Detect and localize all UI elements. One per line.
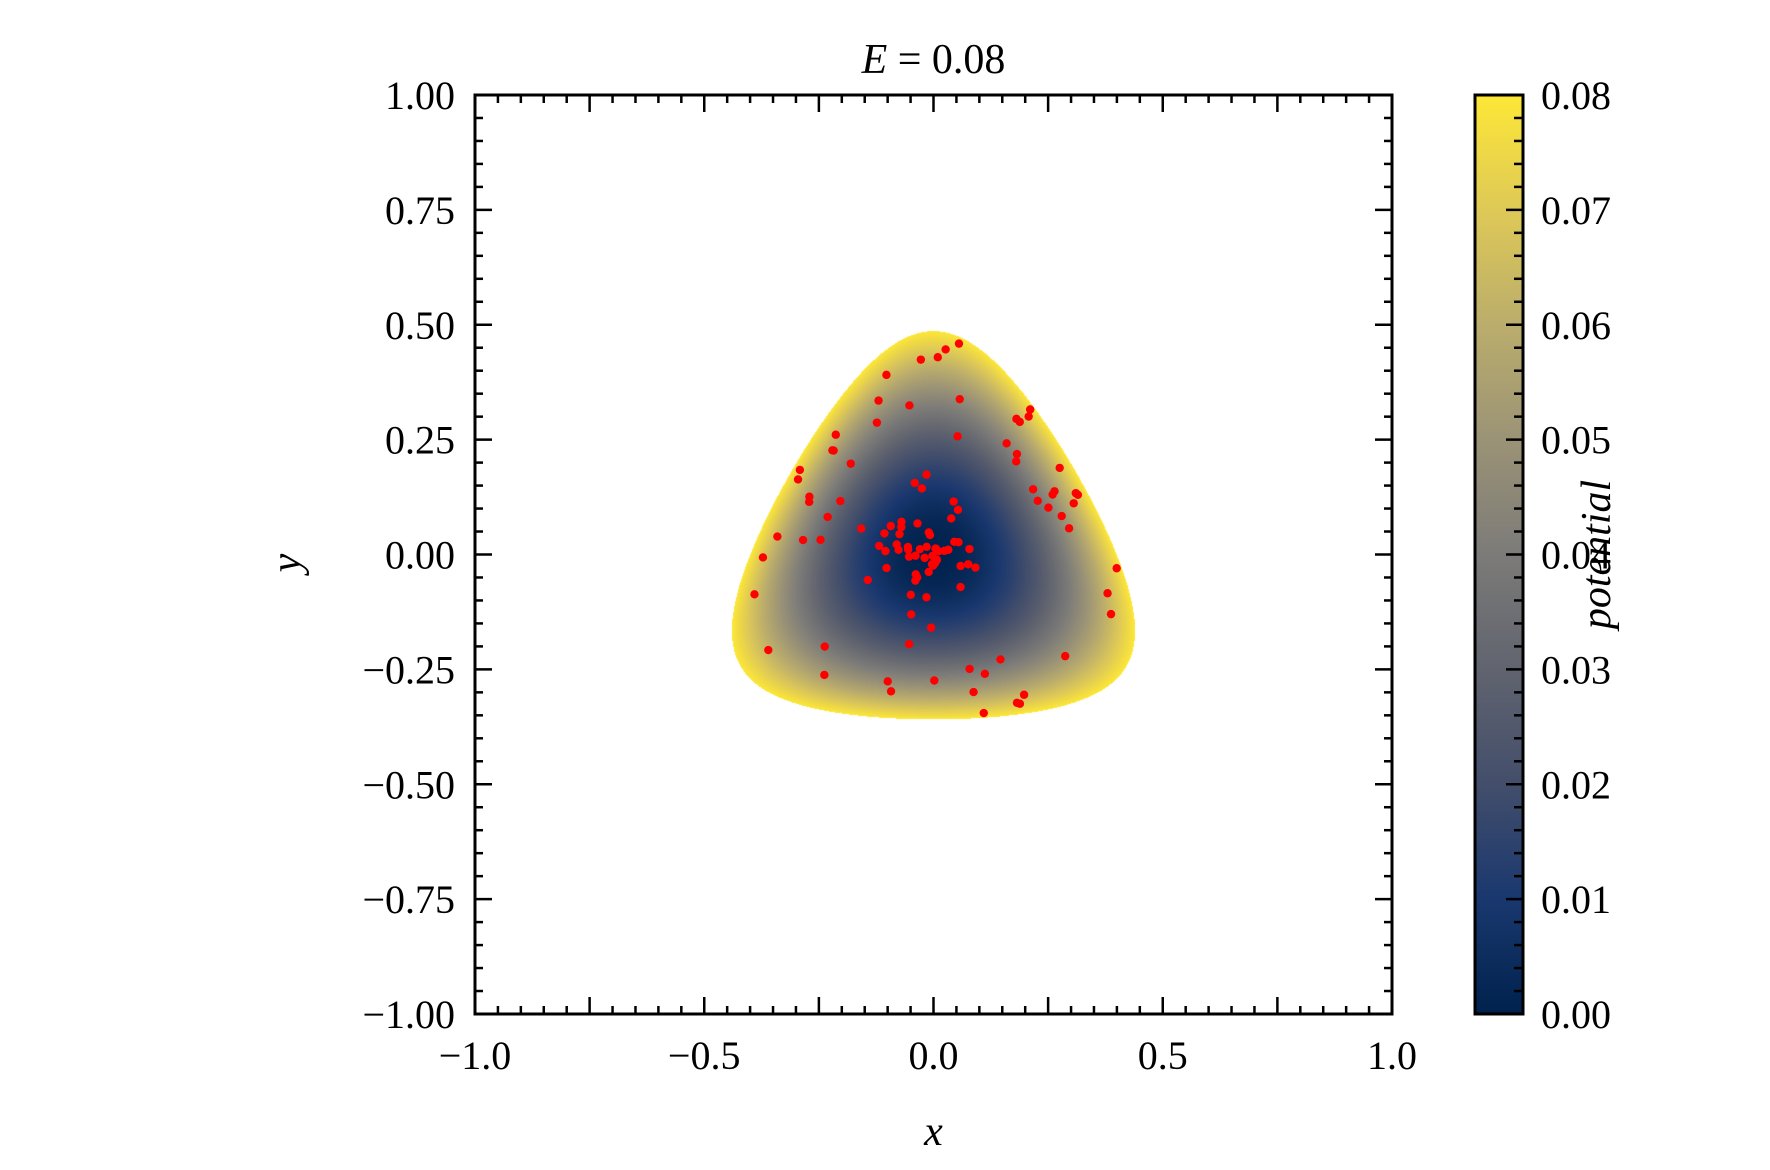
svg-text:1.00: 1.00 xyxy=(385,73,455,118)
svg-text:−0.50: −0.50 xyxy=(362,762,455,807)
svg-text:0.02: 0.02 xyxy=(1541,762,1611,807)
svg-text:0.00: 0.00 xyxy=(385,533,455,578)
svg-text:E = 0.08: E = 0.08 xyxy=(861,37,1006,83)
svg-text:0.05: 0.05 xyxy=(1541,418,1611,463)
svg-text:0.50: 0.50 xyxy=(385,303,455,348)
svg-text:−0.25: −0.25 xyxy=(362,647,455,692)
svg-text:potential: potential xyxy=(1574,480,1620,632)
svg-text:1.0: 1.0 xyxy=(1367,1033,1417,1078)
svg-text:−1.00: −1.00 xyxy=(362,992,455,1037)
svg-text:y: y xyxy=(264,553,310,576)
svg-text:−0.5: −0.5 xyxy=(668,1033,741,1078)
svg-text:0.25: 0.25 xyxy=(385,418,455,463)
svg-text:0.5: 0.5 xyxy=(1138,1033,1188,1078)
svg-text:0.75: 0.75 xyxy=(385,188,455,233)
svg-text:0.03: 0.03 xyxy=(1541,647,1611,692)
svg-text:0.07: 0.07 xyxy=(1541,188,1611,233)
svg-text:0.0: 0.0 xyxy=(909,1033,959,1078)
svg-text:x: x xyxy=(923,1109,943,1155)
svg-text:−1.0: −1.0 xyxy=(439,1033,512,1078)
svg-text:−0.75: −0.75 xyxy=(362,877,455,922)
svg-text:0.01: 0.01 xyxy=(1541,877,1611,922)
svg-text:0.08: 0.08 xyxy=(1541,73,1611,118)
svg-text:0.06: 0.06 xyxy=(1541,303,1611,348)
svg-text:0.00: 0.00 xyxy=(1541,992,1611,1037)
